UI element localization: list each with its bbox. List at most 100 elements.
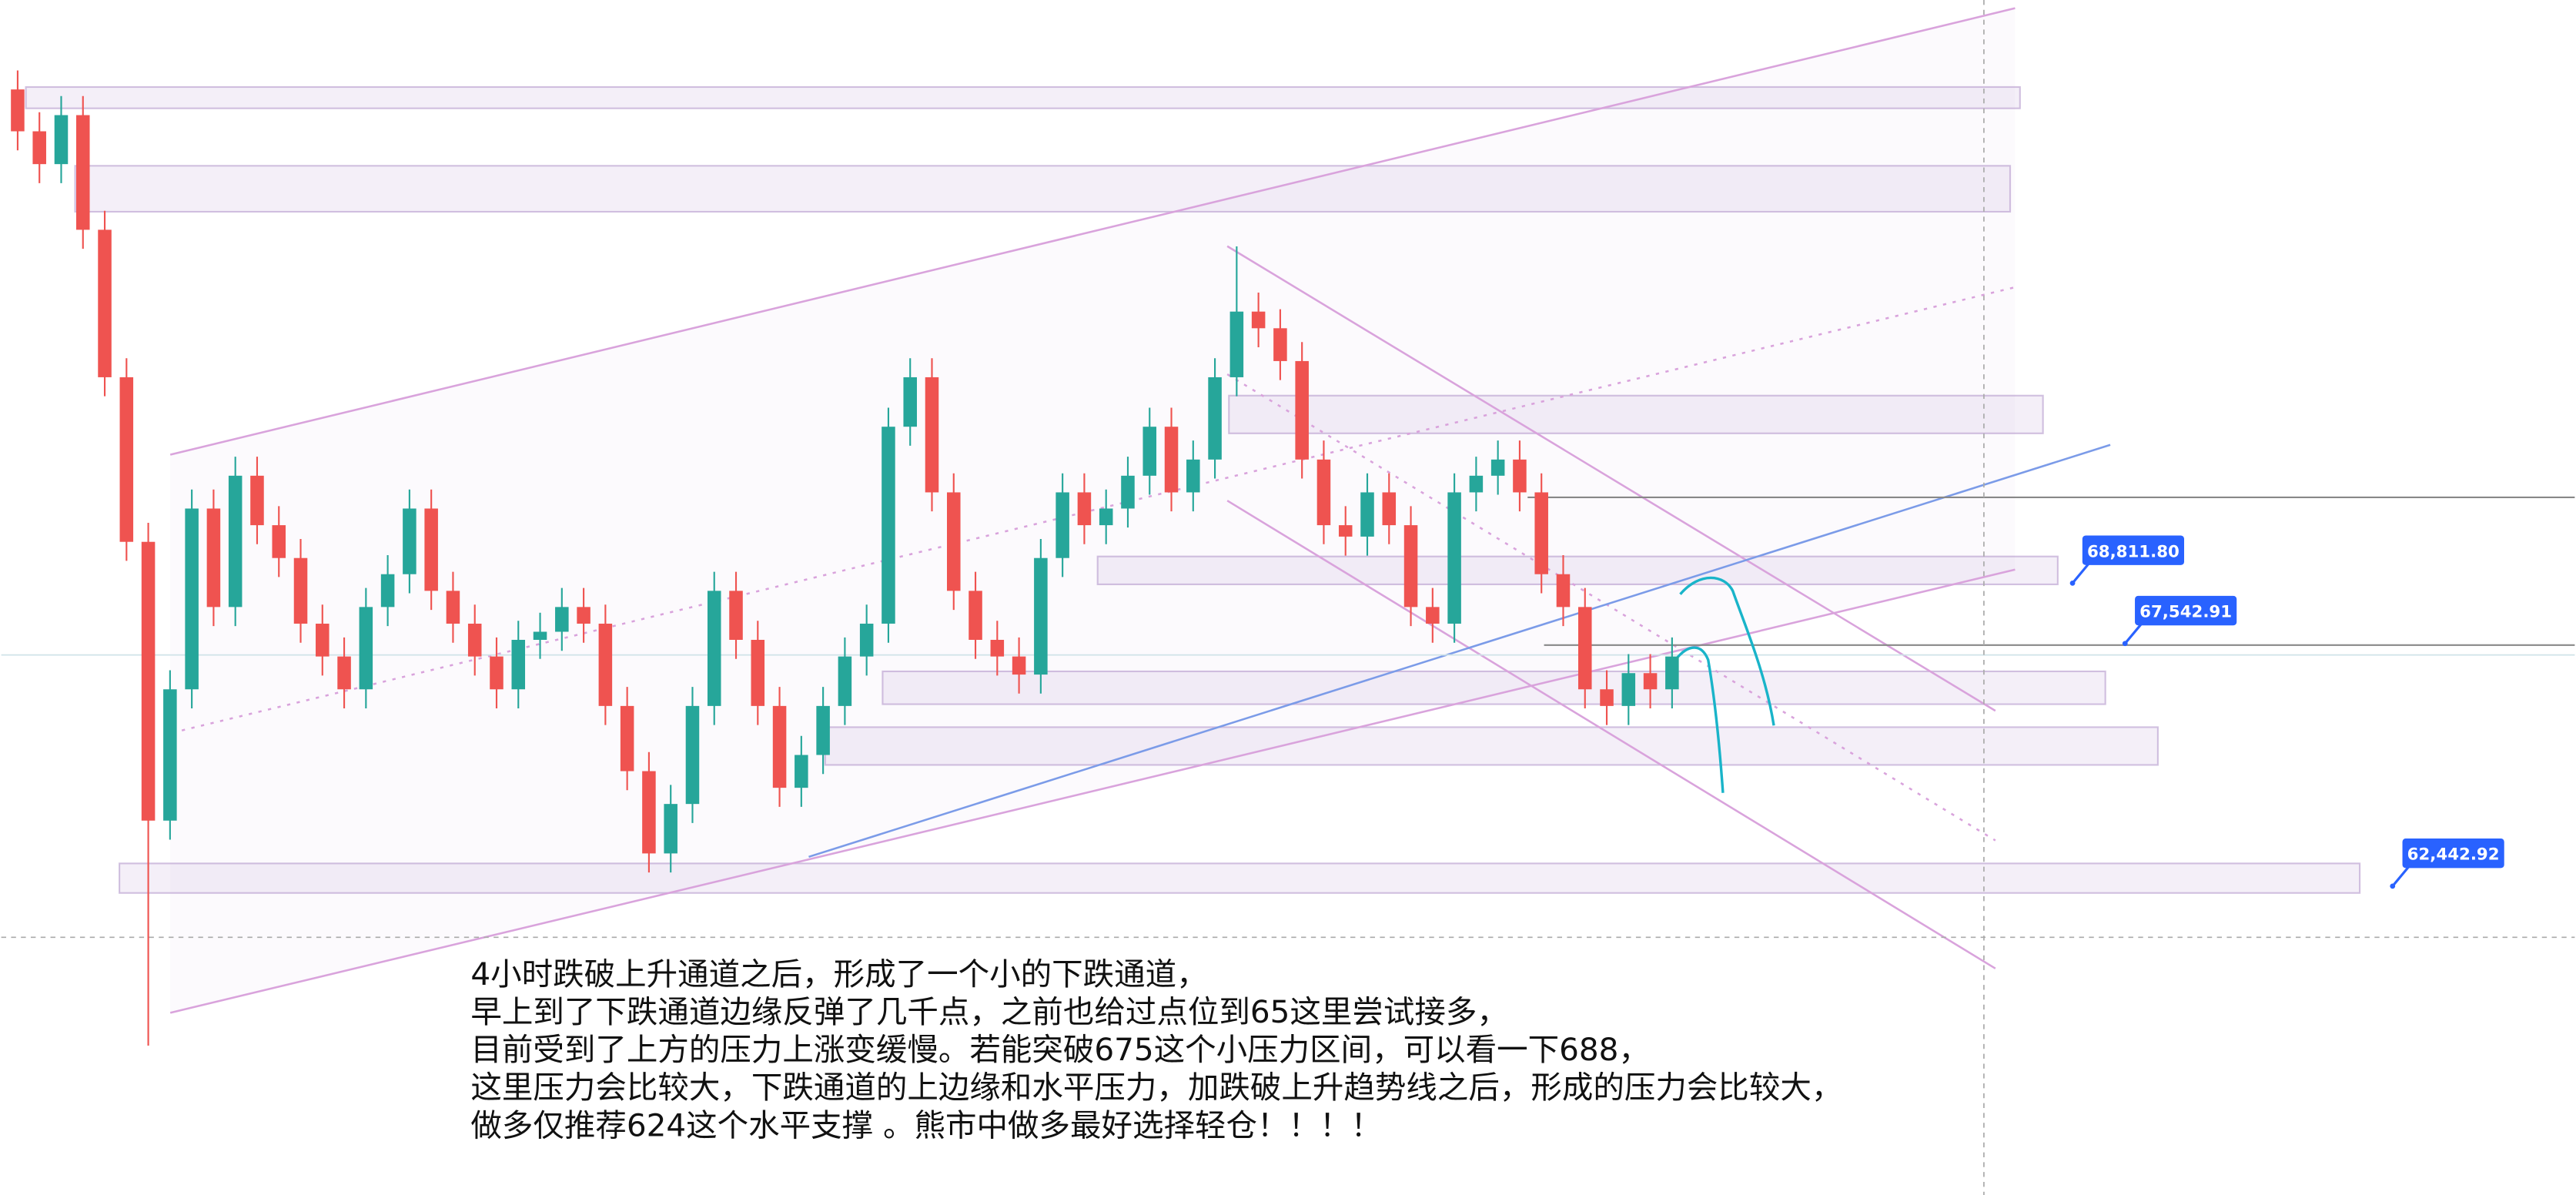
projection-curve (1679, 576, 1775, 726)
candle-body (1055, 492, 1069, 558)
annotation-line: 这里压力会比较大，下跌通道的上边缘和水平压力，加跌破上升趋势线之后，形成的压力会… (470, 1069, 1842, 1106)
candle-body (1229, 311, 1244, 377)
annotation-line: 目前受到了上方的压力上涨变缓慢。若能突破675这个小压力区间，可以看一下688， (470, 1031, 1650, 1068)
price-label: 68,811.80 (2087, 542, 2180, 561)
candle-body (511, 639, 526, 690)
candle-body (925, 377, 939, 493)
label-pointer (2071, 562, 2090, 584)
candle-body (11, 89, 25, 132)
candle-body (1490, 459, 1505, 476)
candle-body (185, 508, 199, 690)
candle-body (947, 492, 961, 591)
candle-body (1186, 459, 1200, 493)
candle-body (1295, 360, 1309, 460)
candle-body (533, 631, 547, 640)
candle-body (990, 639, 1005, 657)
annotation-line: 4小时跌破上升通道之后，形成了一个小的下跌通道， (470, 956, 1207, 992)
candle-body (664, 804, 677, 854)
trend-line (169, 7, 2016, 456)
candle-body (1012, 656, 1026, 675)
trend-line (808, 444, 2111, 859)
candle-body (380, 574, 395, 608)
candle-body (1121, 475, 1135, 509)
candle-body (1316, 459, 1331, 526)
candle-body (490, 656, 503, 690)
candle-body (293, 557, 308, 624)
candle-body (1534, 492, 1548, 574)
candle-body (1251, 311, 1266, 329)
zone (74, 165, 2012, 213)
candle-body (228, 475, 243, 608)
candle-body (1360, 492, 1374, 537)
zone (1096, 555, 2059, 586)
candle-body (1469, 475, 1484, 493)
candle-body (707, 591, 721, 706)
candle-body (642, 771, 656, 854)
candle-body (1099, 508, 1113, 526)
projection-curve (1674, 646, 1725, 793)
annotation-line: 早上到了下跌通道边缘反弹了几千点，之前也给过点位到65这里尝试接多， (470, 993, 1508, 1030)
candle-body (163, 689, 177, 821)
candle-body (54, 115, 69, 165)
trend-line (1226, 245, 1996, 712)
candle-body (1577, 607, 1592, 690)
candle-body (359, 607, 373, 690)
candle-body (882, 427, 895, 624)
candle-body (598, 623, 613, 706)
candle-body (467, 623, 482, 657)
candle-body (75, 115, 90, 230)
label-anchor (2390, 883, 2396, 889)
candle-body (1621, 673, 1636, 706)
trend-line (169, 568, 2016, 1014)
candle-body (772, 705, 787, 788)
candle-body (424, 508, 438, 591)
annotation-line: 做多仅推荐624这个水平支撑 。熊市中做多最好选择轻仓！！！！ (470, 1106, 1382, 1143)
candle-body (729, 591, 743, 640)
candle-body (751, 639, 765, 706)
zone (824, 726, 2159, 766)
zone (119, 862, 2361, 894)
price-label: 67,542.91 (2139, 603, 2232, 622)
zone (882, 670, 2106, 705)
candle-body (1403, 525, 1418, 608)
candle-body (969, 591, 982, 640)
mid-line (1226, 373, 1996, 842)
candle-body (577, 607, 590, 624)
zone (1228, 394, 2044, 434)
annotation: 4小时跌破上升通道之后，形成了一个小的下跌通道，早上到了下跌通道边缘反弹了几千点… (470, 956, 1842, 1143)
candle-body (1447, 492, 1461, 624)
candle-body (685, 705, 700, 805)
candle-body (1556, 574, 1571, 608)
candle-body (838, 656, 852, 706)
label-pointer (2124, 623, 2143, 644)
candle-body (1665, 656, 1679, 690)
candle-body (1208, 377, 1222, 460)
candle-body (446, 591, 460, 624)
candle-body (1273, 328, 1287, 361)
candle-body (816, 705, 830, 755)
label-anchor (2122, 641, 2128, 647)
candle-body (1513, 459, 1527, 493)
price-label-box (2135, 595, 2237, 626)
trend-line (1226, 500, 1996, 969)
candle-body (32, 131, 46, 165)
candle-body (1382, 492, 1397, 526)
candle-body (903, 377, 917, 427)
label-anchor (2069, 580, 2076, 586)
candle-body (1142, 427, 1157, 476)
price-label-box (2082, 535, 2184, 565)
candle-body (1338, 525, 1353, 537)
candle-body (555, 607, 569, 632)
candle-body (859, 623, 874, 657)
candle-body (206, 508, 221, 608)
label-pointer (2391, 865, 2410, 887)
candle-body (403, 508, 417, 574)
candle-body (337, 656, 351, 690)
candle-body (250, 475, 264, 526)
candle-body (272, 525, 286, 558)
price-labels: 68,811.80 67,542.91 62,442.92 (2069, 535, 2504, 889)
price-label: 62,442.92 (2407, 845, 2500, 865)
candle-body (1164, 427, 1179, 493)
